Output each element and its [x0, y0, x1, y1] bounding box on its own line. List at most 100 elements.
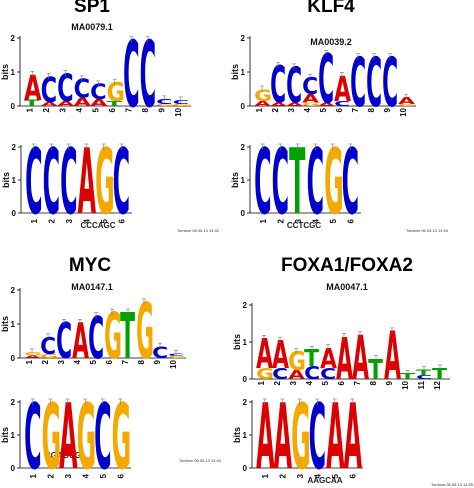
timestamp: Tomtom 06.05.13 14:02 — [177, 228, 220, 233]
nucleotide-c: C — [272, 366, 288, 383]
nucleotide-a: A — [288, 368, 305, 383]
y-tick-label: 0 — [12, 209, 17, 218]
position-label: 10 — [174, 107, 183, 116]
position-label: 2 — [276, 218, 285, 223]
nucleotide-a: A — [320, 342, 337, 374]
nucleotide-c: C — [123, 22, 139, 128]
panel-title: MYC — [69, 255, 112, 276]
position-label: 9 — [383, 107, 392, 112]
y-tick-label: 2 — [12, 143, 17, 152]
query-sequence: CGAGCG — [45, 451, 81, 460]
y-tick-label: 2 — [241, 143, 246, 152]
position-label: 5 — [100, 218, 109, 223]
timestamp: Tomtom 06.05.13 14:04 — [406, 228, 449, 233]
nucleotide-a: A — [270, 102, 288, 108]
position-label: 9 — [385, 380, 394, 385]
position-label: 10 — [401, 380, 410, 389]
nucleotide-c: C — [56, 313, 72, 370]
nucleotide-a: A — [334, 68, 351, 109]
position-label: 2 — [47, 218, 56, 223]
nucleotide-g: G — [107, 78, 125, 108]
nucleotide-g: G — [324, 130, 344, 235]
nucleotide-a: A — [336, 326, 353, 394]
nucleotide-t: T — [24, 98, 40, 108]
position-label: 10 — [169, 359, 178, 368]
nucleotide-g: G — [302, 102, 320, 108]
motif-id: MA0047.1 — [326, 282, 368, 292]
position-label: 3 — [57, 359, 66, 364]
nucleotide-a: A — [318, 102, 336, 108]
nucleotide-c: C — [40, 333, 56, 360]
position-label: 8 — [367, 107, 376, 112]
nucleotide-g: G — [254, 86, 272, 105]
nucleotide-c: C — [270, 56, 286, 116]
nucleotide-a: A — [286, 102, 304, 108]
nucleotide-a: A — [398, 95, 415, 106]
nucleotide-g: G — [42, 385, 62, 488]
position-label: 3 — [64, 473, 73, 478]
y-tick-label: 1 — [241, 68, 246, 77]
y-tick-label: 2 — [241, 34, 246, 43]
position-label: 3 — [294, 218, 303, 223]
position-label: 4 — [313, 473, 322, 478]
position-label: 3 — [65, 218, 74, 223]
position-label: 5 — [329, 218, 338, 223]
y-tick-label: 1 — [243, 338, 248, 347]
position-label: 5 — [319, 107, 328, 112]
nucleotide-c: C — [307, 130, 324, 235]
nucleotide-c: C — [309, 385, 326, 488]
nucleotide-g: G — [288, 346, 306, 376]
position-label: 5 — [321, 380, 330, 385]
nucleotide-g: G — [173, 103, 191, 106]
position-label: 1 — [261, 473, 270, 478]
y-tick-label: 0 — [241, 102, 246, 111]
nucleotide-c: C — [113, 130, 130, 235]
position-label: 3 — [289, 380, 298, 385]
nucleotide-a: A — [302, 93, 319, 106]
nucleotide-c: C — [334, 100, 350, 108]
panel-title: SP1 — [74, 0, 110, 17]
nucleotide-a: A — [78, 130, 96, 235]
nucleotide-c: C — [302, 73, 318, 100]
y-tick-label: 1 — [11, 320, 16, 329]
nucleotide-c: C — [60, 130, 77, 235]
y-axis-label: bits — [0, 316, 10, 332]
y-axis-label: bits — [230, 172, 240, 188]
nucleotide-t: T — [304, 346, 320, 373]
query-sequence: CCCAGC — [80, 221, 115, 230]
position-label: 6 — [348, 473, 357, 478]
nucleotide-c: C — [94, 385, 111, 488]
nucleotide-g: G — [168, 355, 186, 358]
nucleotide-c: C — [304, 363, 320, 384]
nucleotide-g: G — [136, 289, 154, 377]
y-tick-label: 1 — [241, 176, 246, 185]
nucleotide-g: G — [40, 353, 58, 360]
nucleotide-c: C — [57, 67, 73, 111]
nucleotide-c: C — [382, 43, 398, 122]
nucleotide-a: A — [344, 385, 362, 488]
y-tick-label: 1 — [12, 176, 17, 185]
motif-id: MA0147.1 — [71, 282, 113, 292]
query-sequence: CCTCGC — [287, 221, 321, 230]
nucleotide-c: C — [272, 130, 289, 235]
nucleotide-g: G — [156, 103, 174, 106]
y-tick-label: 0 — [243, 375, 248, 384]
timestamp: Tomtom 06.05.13 14:05 — [431, 482, 474, 487]
nucleotide-g: G — [104, 301, 122, 374]
position-label: 7 — [353, 380, 362, 385]
timestamp: Tomtom 06.05.13 14:04 — [179, 458, 222, 463]
nucleotide-c: C — [25, 130, 42, 235]
y-axis-label: bits — [232, 427, 242, 443]
position-label: 1 — [259, 218, 268, 223]
nucleotide-a: A — [74, 96, 92, 110]
nucleotide-a: A — [24, 68, 42, 108]
position-label: 7 — [121, 359, 130, 364]
position-label: 11 — [417, 380, 426, 389]
position-label: 4 — [73, 359, 82, 364]
position-label: 4 — [82, 218, 91, 223]
nucleotide-a: A — [24, 355, 41, 359]
